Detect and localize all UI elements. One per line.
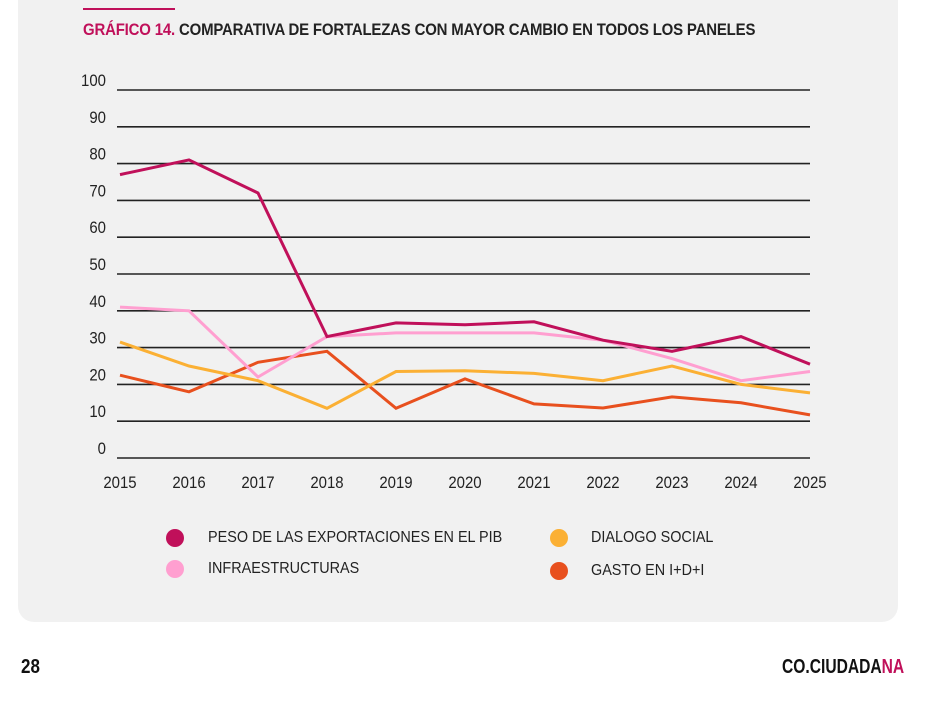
y-tick-label: 100 — [81, 72, 106, 90]
brand-logo: CO.CIUDADANA — [782, 656, 904, 679]
x-tick-label: 2017 — [241, 474, 274, 492]
figure-title: COMPARATIVA DE FORTALEZAS CON MAYOR CAMB… — [178, 20, 756, 39]
series-line-gasto — [119, 349, 811, 417]
legend-label-infra: INFRAESTRUCTURAS — [208, 560, 360, 577]
y-tick-label: 20 — [89, 367, 106, 385]
x-axis-ticks: 2015 2016 2017 2018 2019 2020 2021 2022 2023 2024… — [103, 474, 826, 492]
page-number: 28 — [21, 656, 40, 678]
legend-dot-gasto — [550, 562, 568, 580]
legend-label-dialogo: DIALOGO SOCIAL — [591, 529, 714, 546]
y-tick-label: 10 — [89, 403, 106, 421]
legend-item-dialogo — [550, 529, 568, 547]
legend-dot-dialogo — [550, 529, 568, 547]
legend-item-infra — [166, 560, 184, 578]
legend-label-exports: PESO DE LAS EXPORTACIONES EN EL PIB — [208, 529, 503, 546]
x-tick-label: 2023 — [655, 474, 688, 492]
legend-dot-exports — [166, 529, 184, 547]
chart-title: GRÁFICO 14. COMPARATIVA DE FORTALEZAS CO… — [83, 20, 755, 40]
legend-dot-infra — [166, 560, 184, 578]
y-tick-label: 40 — [89, 293, 106, 311]
series-lines — [119, 158, 811, 417]
legend-item-exports — [166, 529, 184, 547]
x-tick-label: 2021 — [517, 474, 550, 492]
x-tick-label: 2025 — [793, 474, 826, 492]
y-tick-label: 30 — [89, 330, 106, 348]
series-line-dialogo — [119, 340, 811, 410]
y-tick-label: 70 — [89, 183, 106, 201]
y-tick-label: 90 — [89, 109, 106, 127]
x-tick-label: 2015 — [103, 474, 136, 492]
x-tick-label: 2020 — [448, 474, 481, 492]
x-tick-label: 2018 — [310, 474, 343, 492]
series-line-infra — [119, 305, 811, 383]
x-tick-label: 2024 — [724, 474, 757, 492]
x-tick-label: 2016 — [172, 474, 205, 492]
gridlines — [117, 89, 810, 459]
x-tick-label: 2019 — [379, 474, 412, 492]
legend-item-gasto — [550, 562, 568, 580]
brand-highlight: NA — [881, 656, 905, 678]
brand-main: CO.CIUDADA — [782, 656, 882, 678]
y-tick-label: 60 — [89, 219, 106, 237]
figure-number: GRÁFICO 14. — [83, 20, 176, 39]
y-tick-label: 50 — [89, 256, 106, 274]
legend: PESO DE LAS EXPORTACIONES EN EL PIB INFR… — [0, 527, 932, 597]
y-tick-label: 80 — [89, 146, 106, 164]
y-axis-ticks: 0 10 20 30 40 50 60 70 80 90 100 — [81, 72, 106, 458]
series-line-exports — [119, 158, 811, 366]
y-tick-label: 0 — [98, 440, 106, 458]
x-tick-label: 2022 — [586, 474, 619, 492]
title-accent-bar — [83, 8, 175, 10]
legend-label-gasto: GASTO EN I+D+I — [591, 562, 705, 579]
